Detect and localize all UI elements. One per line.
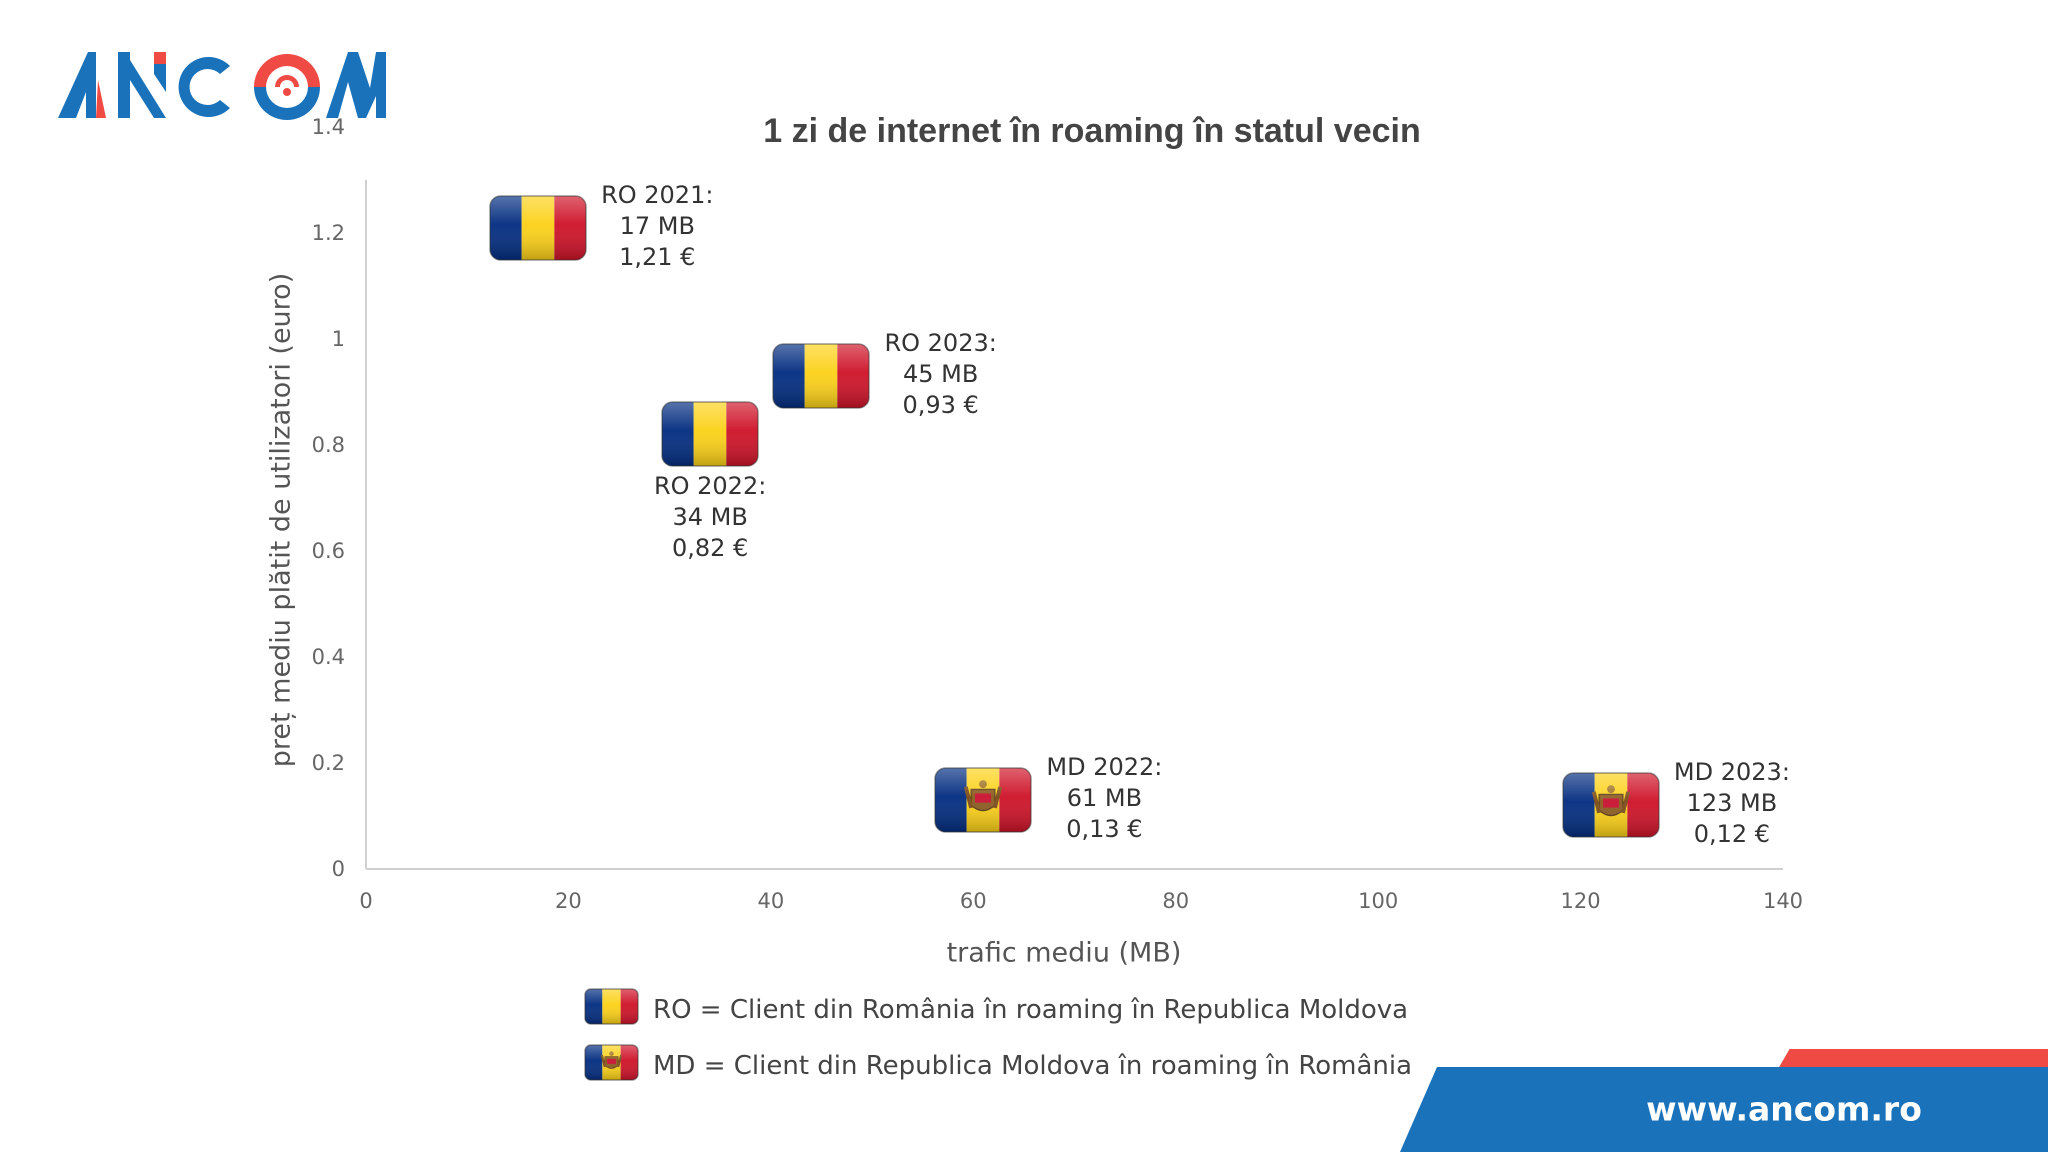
footer-red-stripe xyxy=(1778,1049,2048,1069)
data-label-line: 0,13 € xyxy=(1066,815,1143,844)
website-link[interactable]: www.ancom.ro xyxy=(1646,1089,1922,1129)
data-label-line: 1,21 € xyxy=(619,242,696,271)
legend-item-md: MD = Client din Republica Moldova în roa… xyxy=(584,1044,1412,1088)
x-tick-label: 100 xyxy=(1358,889,1398,913)
data-label-line: 0,82 € xyxy=(671,534,749,563)
moldova-flag-marker xyxy=(934,767,1033,833)
x-tick-label: 60 xyxy=(960,889,987,913)
x-tick-label: 80 xyxy=(1162,889,1189,913)
data-label-line: RO 2021: xyxy=(601,180,714,209)
data-label: RO 2022: 34 MB 0,82 € xyxy=(654,471,766,564)
data-label-line: RO 2022: xyxy=(653,472,767,501)
y-tick-label: 0.2 xyxy=(312,751,345,775)
data-label: MD 2022: 61 MB 0,13 € xyxy=(1046,752,1162,845)
x-axis-label: trafic mediu (MB) xyxy=(946,937,1182,969)
data-label-line: 17 MB xyxy=(619,211,695,240)
moldova-flag-marker xyxy=(1562,772,1660,839)
y-tick-label: 0.8 xyxy=(312,433,345,457)
data-label-line: 0,93 € xyxy=(902,391,979,420)
data-label-line: 61 MB xyxy=(1066,784,1143,813)
data-label-line: 45 MB xyxy=(902,360,979,389)
data-label-line: RO 2023: xyxy=(884,329,997,358)
romania-flag-marker xyxy=(661,401,759,468)
data-label: MD 2023: 123 MB 0,12 € xyxy=(1674,757,1790,850)
y-tick-label: 0.4 xyxy=(312,645,345,669)
x-tick-label: 40 xyxy=(757,889,784,913)
romania-flag-icon xyxy=(584,988,639,1032)
x-tick-label: 120 xyxy=(1561,889,1601,913)
x-tick-label: 20 xyxy=(555,889,582,913)
y-tick-label: 0.6 xyxy=(312,539,345,563)
y-tick-label: 0 xyxy=(332,857,345,881)
y-tick-label: 1.4 xyxy=(312,115,345,139)
legend-text: RO = Client din România în roaming în Re… xyxy=(653,995,1409,1025)
data-label-line: MD 2023: xyxy=(1673,758,1790,787)
data-label-line: 34 MB xyxy=(672,503,748,532)
data-label: RO 2021: 17 MB 1,21 € xyxy=(601,180,713,273)
y-axis-label: preț mediu plătit de utilizatori (euro) xyxy=(265,272,297,768)
footer-blue-banner xyxy=(1400,1067,2048,1152)
romania-flag-marker xyxy=(489,194,587,261)
romania-flag-marker xyxy=(772,343,871,409)
data-label-line: 0,12 € xyxy=(1693,820,1771,849)
x-tick-label: 140 xyxy=(1763,889,1803,913)
ancom-logo xyxy=(58,52,386,120)
x-tick-label: 0 xyxy=(359,889,372,913)
data-label: RO 2023: 45 MB 0,93 € xyxy=(884,328,996,421)
data-label-line: MD 2022: xyxy=(1046,753,1163,782)
chart-title: 1 zi de internet în roaming în statul ve… xyxy=(763,112,1421,150)
y-tick-label: 1 xyxy=(332,327,345,351)
data-label-line: 123 MB xyxy=(1686,789,1778,818)
y-tick-label: 1.2 xyxy=(312,221,345,245)
moldova-flag-icon xyxy=(584,1044,639,1088)
legend-text: MD = Client din Republica Moldova în roa… xyxy=(653,1051,1413,1081)
legend-item-ro: RO = Client din România în roaming în Re… xyxy=(584,988,1408,1032)
